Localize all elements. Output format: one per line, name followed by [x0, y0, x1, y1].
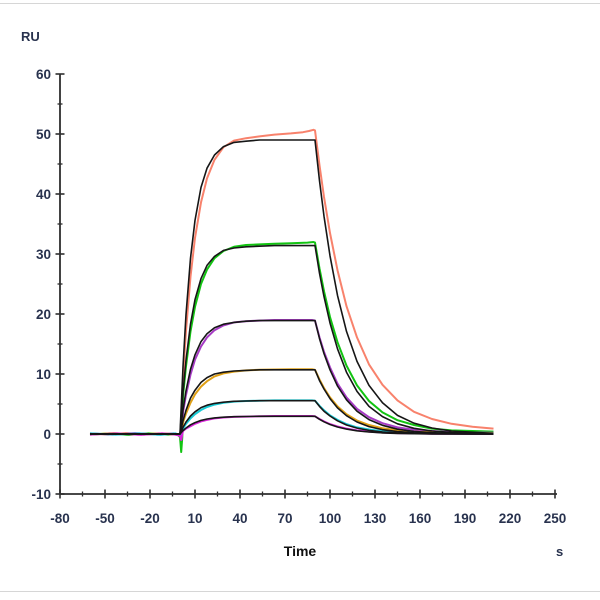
curve-purple-fit — [90, 319, 494, 435]
x-tick-label: -20 — [140, 511, 160, 526]
x-tick-label: 100 — [319, 511, 342, 526]
x-axis-unit-label: s — [556, 544, 564, 559]
y-tick-label: -10 — [31, 487, 51, 502]
x-tick-label: 130 — [364, 511, 387, 526]
curve-salmon-fit — [90, 139, 494, 435]
x-tick-label: 70 — [277, 511, 292, 526]
bottom-border-line — [0, 591, 600, 592]
y-tick-label: 50 — [36, 127, 51, 142]
y-tick-label: 30 — [36, 247, 51, 262]
y-tick-label: 0 — [43, 427, 51, 442]
curve-green-fit — [90, 244, 494, 435]
x-tick-label: -50 — [95, 511, 115, 526]
y-tick-label: 40 — [36, 187, 51, 202]
x-tick-label: 190 — [454, 511, 477, 526]
curve-purple-data — [89, 319, 494, 441]
x-tick-label: 220 — [499, 511, 522, 526]
curve-orange-fit — [90, 369, 494, 435]
x-axis-title: Time — [283, 543, 317, 559]
x-tick-label: 10 — [187, 511, 202, 526]
curve-green-data — [89, 241, 494, 453]
curve-salmon-data — [89, 128, 494, 446]
x-tick-label: 40 — [232, 511, 247, 526]
x-tick-label: -80 — [50, 511, 70, 526]
top-border-line — [0, 3, 600, 4]
y-tick-label: 60 — [36, 67, 51, 82]
curve-magenta-fit — [90, 415, 494, 435]
y-tick-label: 10 — [36, 367, 51, 382]
x-tick-label: 160 — [409, 511, 432, 526]
y-tick-label: 20 — [36, 307, 51, 322]
y-axis-unit-label: RU — [21, 29, 40, 44]
x-tick-label: 250 — [544, 511, 567, 526]
